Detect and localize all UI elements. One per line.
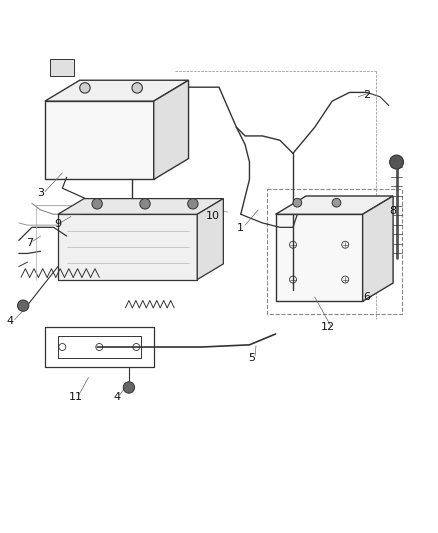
Text: 4: 4 [113, 392, 120, 402]
Text: 12: 12 [321, 322, 335, 333]
Text: 5: 5 [248, 353, 255, 363]
Polygon shape [45, 101, 154, 180]
Text: 11: 11 [68, 392, 82, 402]
Circle shape [332, 198, 341, 207]
Circle shape [92, 199, 102, 209]
Text: 7: 7 [26, 238, 33, 247]
Text: 6: 6 [364, 292, 371, 302]
Polygon shape [197, 199, 223, 279]
Polygon shape [276, 214, 363, 301]
Text: 1: 1 [237, 223, 244, 233]
Polygon shape [45, 80, 188, 101]
Text: 2: 2 [364, 90, 371, 100]
Circle shape [187, 199, 198, 209]
Polygon shape [58, 199, 223, 214]
Circle shape [390, 155, 403, 169]
Polygon shape [363, 196, 393, 301]
Polygon shape [154, 80, 188, 180]
Text: 10: 10 [205, 211, 219, 221]
Circle shape [293, 198, 302, 207]
Circle shape [18, 300, 29, 311]
Circle shape [132, 83, 142, 93]
Polygon shape [276, 196, 393, 214]
Polygon shape [50, 59, 74, 76]
Text: 8: 8 [389, 206, 397, 216]
Polygon shape [58, 214, 197, 279]
Text: 9: 9 [54, 219, 61, 229]
Text: 3: 3 [37, 188, 44, 198]
Circle shape [123, 382, 134, 393]
Circle shape [140, 199, 150, 209]
Text: 4: 4 [7, 316, 14, 326]
Circle shape [80, 83, 90, 93]
